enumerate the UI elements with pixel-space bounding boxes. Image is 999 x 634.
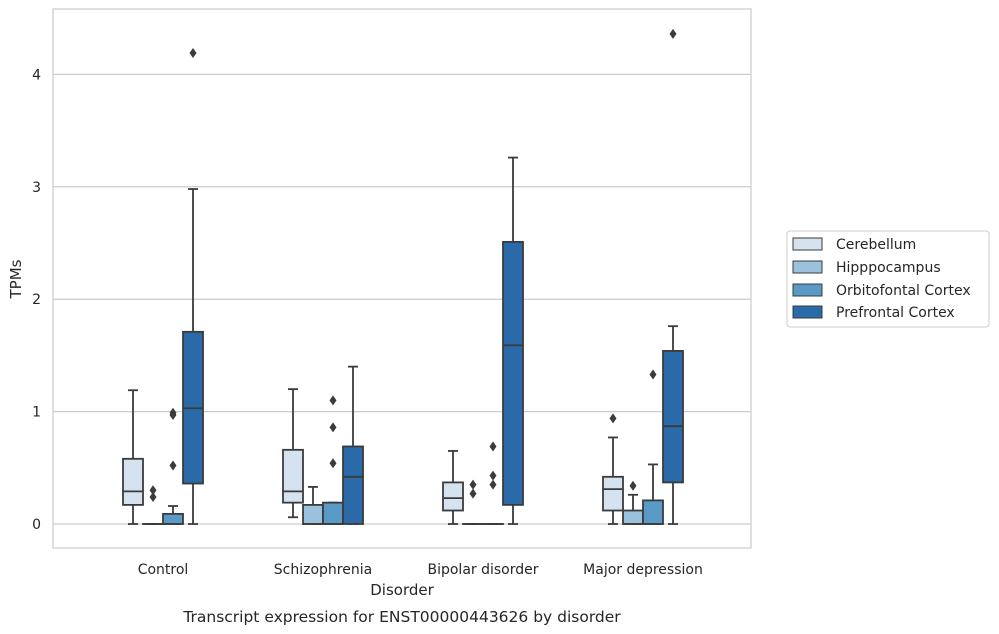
y-tick-label-4: 4 (32, 67, 41, 83)
outlier-point (329, 422, 337, 433)
legend-label-orbitofontal-cortex: Orbitofontal Cortex (836, 283, 971, 299)
legend: Cerebellum Hipppocampus Orbitofontal Cor… (786, 230, 990, 328)
box-prefrontal-cortex-2 (502, 156, 524, 525)
outlier-point (469, 488, 477, 499)
outlier-point (169, 407, 177, 418)
y-axis-title: TPMs (7, 259, 25, 299)
box-body (622, 509, 644, 525)
box-prefrontal-cortex-3 (662, 28, 684, 525)
outlier-point (329, 395, 337, 406)
outlier-point (649, 369, 657, 380)
box-hipppocampus-1 (302, 486, 324, 525)
legend-label-hipppocampus: Hipppocampus (836, 260, 941, 276)
y-tick-label-1: 1 (32, 405, 41, 421)
box-body (122, 457, 144, 506)
box-body (302, 503, 324, 525)
outlier-point (489, 479, 497, 490)
x-tick-label-bipolar-disorder: Bipolar disorder (427, 562, 538, 578)
box-body (342, 445, 364, 525)
box-orbitofontal-cortex-0 (162, 407, 184, 525)
box-hipppocampus-3 (622, 480, 644, 525)
outlier-point (149, 492, 157, 503)
x-axis-title: Disorder (370, 581, 434, 599)
box-cerebellum-2 (442, 450, 464, 525)
y-tick-label-0: 0 (32, 517, 41, 533)
outlier-point (469, 479, 477, 490)
x-tick-label-schizophrenia: Schizophrenia (274, 562, 372, 578)
box-prefrontal-cortex-1 (342, 365, 364, 525)
box-body (442, 481, 464, 512)
x-tick-label-control: Control (138, 562, 189, 578)
box-body (642, 499, 664, 525)
box-hipppocampus-2 (462, 479, 484, 525)
y-tick-label-3: 3 (32, 180, 41, 196)
outlier-point (609, 413, 617, 424)
x-axis-ticks: Control Schizophrenia Bipolar disorder Majo… (138, 562, 703, 578)
box-orbitofontal-cortex-3 (642, 369, 664, 525)
box-prefrontal-cortex-0 (182, 48, 204, 525)
box-hipppocampus-0 (142, 485, 164, 525)
legend-swatch-orbitofontal-cortex (792, 283, 823, 297)
legend-swatch-hipppocampus (792, 260, 823, 274)
y-axis-ticks: 0 1 2 3 4 (32, 67, 41, 533)
box-orbitofontal-cortex-1 (322, 395, 344, 525)
box-orbitofontal-cortex-2 (482, 441, 504, 525)
box-body (662, 350, 684, 484)
box-cerebellum-1 (282, 388, 304, 519)
legend-swatch-prefrontal-cortex (792, 305, 823, 319)
x-tick-label-major-depression: Major depression (583, 562, 703, 578)
box-body (602, 475, 624, 512)
legend-swatch-cerebellum (792, 237, 823, 251)
chart-caption: Transcript expression for ENST0000044362… (182, 608, 621, 626)
box-series-layer (122, 28, 684, 525)
outlier-point (669, 28, 677, 39)
box-body (162, 512, 184, 525)
outlier-point (169, 460, 177, 471)
outlier-point (329, 458, 337, 469)
box-body (282, 448, 304, 504)
outlier-point (149, 485, 157, 496)
plot-area-frame (52, 8, 752, 549)
box-cerebellum-3 (602, 413, 624, 525)
y-tick-label-2: 2 (32, 292, 41, 308)
box-cerebellum-0 (122, 389, 144, 525)
outlier-point (489, 441, 497, 452)
legend-label-cerebellum: Cerebellum (836, 237, 916, 253)
box-body (322, 501, 344, 525)
gridlines (53, 73, 751, 525)
box-body (502, 240, 524, 506)
outlier-point (189, 48, 197, 59)
legend-label-prefrontal-cortex: Prefrontal Cortex (836, 305, 955, 321)
outlier-point (629, 480, 637, 491)
outlier-point (489, 470, 497, 481)
legend-frame (786, 230, 990, 328)
